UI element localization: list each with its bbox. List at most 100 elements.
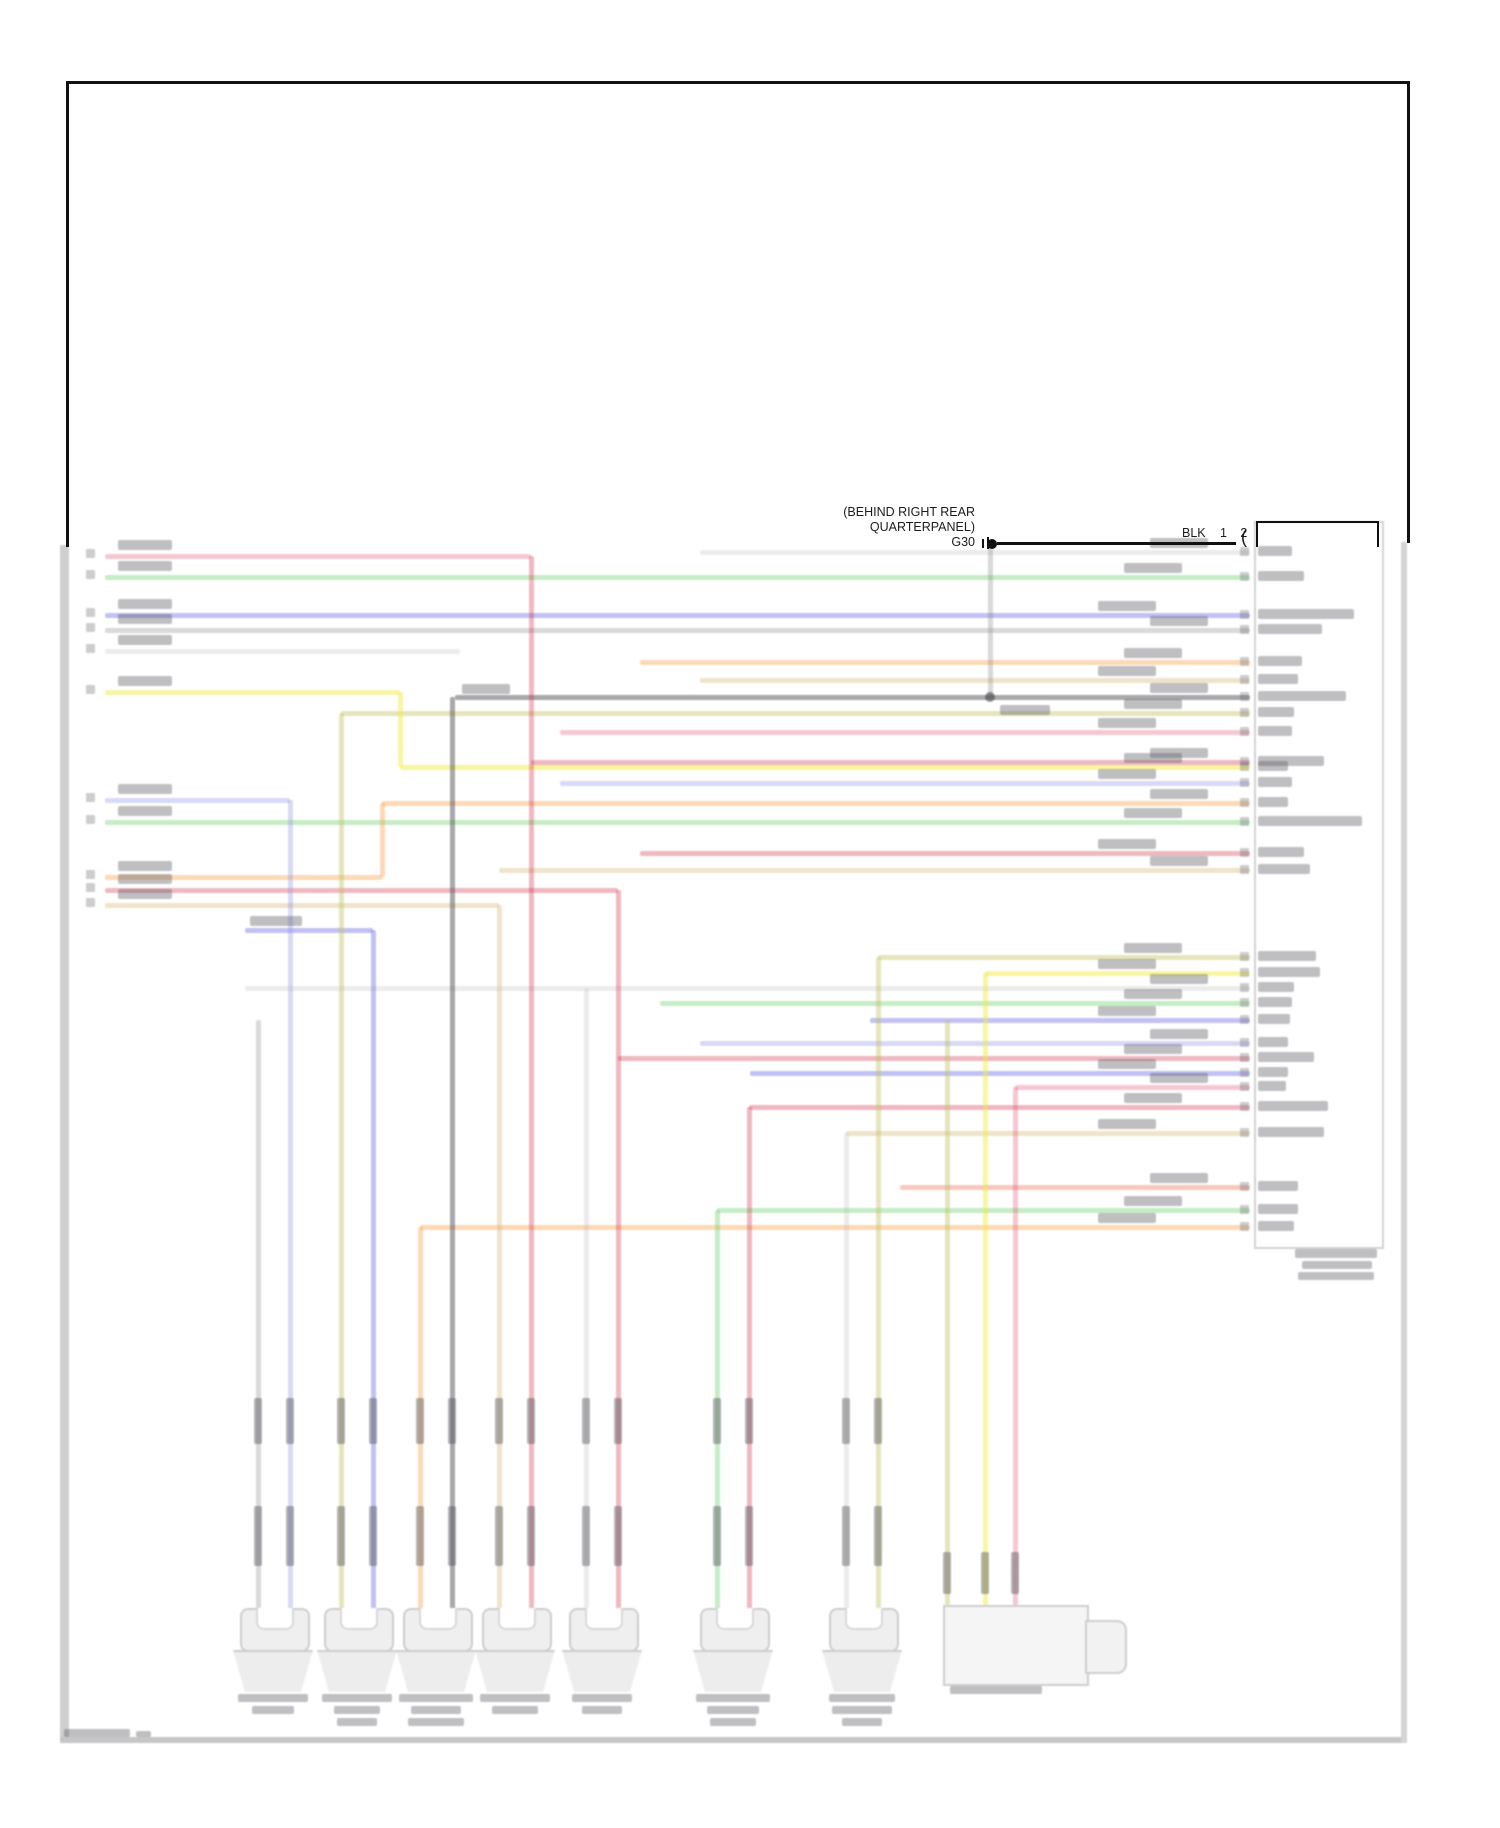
pin-number: [86, 644, 95, 653]
pin-tick: [1240, 757, 1249, 766]
page-border-top: [66, 81, 1410, 84]
wire-horizontal: [105, 888, 618, 893]
wire-code-label: [1150, 856, 1208, 866]
wire-code-label: [1124, 1044, 1182, 1054]
wire-vertical: [371, 930, 376, 1612]
pin-description-label: [1258, 691, 1346, 701]
junction-dot: [985, 692, 995, 702]
wire-horizontal: [105, 554, 531, 559]
ground-wire-blk: [997, 542, 1236, 545]
wire-vertical: [945, 1020, 950, 1605]
pin-tick: [1240, 968, 1249, 977]
pin-description-label: [1258, 816, 1362, 826]
wire-vertical: [398, 692, 403, 767]
inline-connector-mark: [369, 1506, 377, 1566]
pin-tick: [1240, 1128, 1249, 1137]
speaker-connector-notch: [256, 1608, 294, 1630]
wire-horizontal: [105, 690, 400, 695]
speaker-label-line: [334, 1706, 380, 1714]
wire-vertical: [616, 890, 621, 1612]
wire-code-label: [1124, 1093, 1182, 1103]
wire-horizontal: [245, 928, 373, 933]
pin-number: [86, 898, 95, 907]
pin-description-label: [1258, 761, 1288, 771]
inline-connector-mark: [842, 1398, 850, 1444]
pin-description-label: [1258, 674, 1298, 684]
inline-connector-mark: [337, 1506, 345, 1566]
wire-horizontal: [420, 1225, 1250, 1230]
page-border-right: [1407, 81, 1410, 543]
location-note-line2: QUARTERPANEL): [869, 520, 975, 534]
amplifier-connector-tab: [1085, 1620, 1127, 1674]
wire-code-label: [1124, 563, 1182, 573]
inline-connector-mark: [527, 1506, 535, 1566]
wire-code-label: [1150, 1173, 1208, 1183]
speaker-label-line: [582, 1706, 622, 1714]
inline-connector-mark: [582, 1398, 590, 1444]
wire-code-label: [1150, 974, 1208, 984]
wire-horizontal: [105, 820, 1250, 825]
connector-box-top-edge: [1256, 521, 1379, 523]
inline-connector-mark: [745, 1398, 753, 1444]
speaker-label-line: [252, 1706, 294, 1714]
speaker-label-line: [842, 1718, 882, 1726]
speaker-symbol: [317, 1650, 397, 1692]
inline-connector-mark: [745, 1506, 753, 1566]
speaker-label-line: [399, 1694, 473, 1702]
wire-vertical: [1013, 1087, 1018, 1605]
wire-horizontal: [105, 613, 1250, 618]
wire-horizontal: [105, 575, 1250, 580]
wire-code-label: [118, 889, 172, 899]
faded-border-left: [60, 545, 69, 1743]
pin-description-label: [1258, 1127, 1324, 1137]
pin-description-label: [1258, 546, 1292, 556]
speaker-symbol: [475, 1650, 555, 1692]
pin-description-label: [1258, 1081, 1286, 1091]
inline-connector-mark: [416, 1506, 424, 1566]
wire-horizontal: [455, 695, 1250, 700]
speaker-label-line: [411, 1706, 461, 1714]
amplifier-label-line: [950, 1686, 1042, 1694]
pin-description-label: [1258, 797, 1288, 807]
wire-code-label: [1150, 748, 1208, 758]
pin-description-label: [1258, 624, 1322, 634]
pin-tick: [1240, 572, 1249, 581]
wire-horizontal: [245, 986, 1250, 991]
wire-horizontal: [985, 971, 1250, 976]
pin-tick: [1240, 865, 1249, 874]
wire-horizontal: [560, 730, 1250, 735]
pin-description-label: [1258, 1052, 1314, 1062]
wire-horizontal: [870, 1018, 1250, 1023]
wire-horizontal: [382, 801, 1250, 806]
pin-description-label: [1258, 1101, 1328, 1111]
pin-tick: [1240, 1068, 1249, 1077]
pin-description-label: [1258, 1221, 1294, 1231]
wire-horizontal: [105, 798, 290, 803]
inline-connector-mark: [1011, 1552, 1019, 1594]
inline-connector-mark: [254, 1398, 262, 1444]
wire-code-label: [118, 561, 172, 571]
speaker-symbol: [822, 1650, 902, 1692]
wire-code-label: [1124, 648, 1182, 658]
pin-tick: [1240, 625, 1249, 634]
wire-code-label: [118, 676, 172, 686]
footer-part-number: [64, 1729, 130, 1737]
pin-tick: [1240, 708, 1249, 717]
inline-connector-mark: [416, 1398, 424, 1444]
pin-tick: [1240, 547, 1249, 556]
wire-horizontal: [105, 875, 382, 880]
pin-tick: [1240, 778, 1249, 787]
wire-code-label: [1000, 705, 1050, 715]
wire-horizontal: [618, 1056, 1250, 1061]
wire-vertical: [983, 973, 988, 1605]
wire-vertical: [418, 1227, 423, 1612]
inline-connector-mark: [286, 1398, 294, 1444]
pin-number: [86, 570, 95, 579]
pin-tick: [1240, 998, 1249, 1007]
pin-numbers-label: 1 2: [1220, 526, 1253, 540]
wire-vertical: [988, 545, 993, 697]
ground-symbol-bar-small: [982, 539, 984, 548]
wire-horizontal: [750, 1071, 1250, 1076]
pin-tick: [1240, 762, 1249, 771]
